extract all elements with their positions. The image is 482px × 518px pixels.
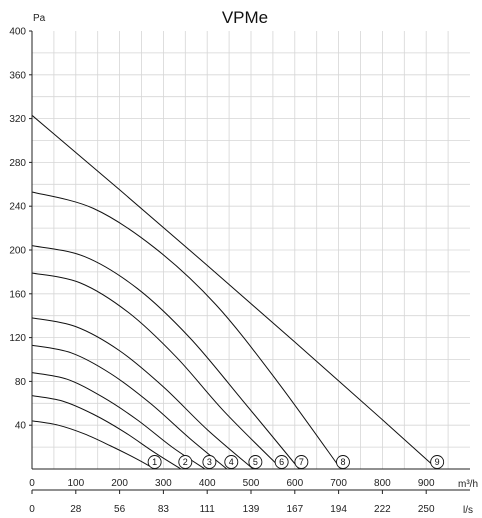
performance-curves (31, 114, 438, 470)
curve-marker-label-6: 6 (279, 457, 284, 467)
x2-tick-label: 111 (200, 504, 216, 515)
x-axis-unit-m3h: m³/h (458, 479, 478, 490)
curve-5 (31, 317, 254, 470)
curve-markers: 1 2 3 4 5 6 7 8 9 (147, 455, 445, 469)
x-tick-label: 400 (199, 478, 216, 489)
curve-marker-label-1: 1 (152, 457, 157, 467)
y-axis-unit: Pa (33, 13, 46, 24)
x-tick-label: 300 (155, 478, 172, 489)
x2-tick-label: 28 (70, 504, 82, 515)
x-tick-label: 100 (67, 478, 84, 489)
curve-2 (31, 395, 182, 470)
y-tick-label: 240 (9, 202, 26, 213)
y-tick-label: 200 (9, 246, 26, 257)
curve-8 (31, 191, 342, 470)
y-tick-label: 360 (9, 70, 26, 81)
curve-marker-label-4: 4 (229, 457, 234, 467)
x2-tick-label: 194 (330, 504, 347, 515)
curve-marker-label-7: 7 (299, 457, 304, 467)
curve-marker-label-8: 8 (340, 457, 345, 467)
y-tick-label: 320 (9, 114, 26, 125)
y-tick-label: 400 (9, 27, 26, 38)
x2-tick-label: 139 (243, 504, 260, 515)
x2-tick-label: 56 (114, 504, 126, 515)
y-tick-label: 280 (9, 158, 26, 169)
curve-6 (31, 272, 283, 470)
x-tick-label: 800 (374, 478, 391, 489)
y-tick-label: 80 (15, 377, 27, 388)
curve-3 (31, 372, 206, 470)
x-tick-label: 600 (286, 478, 303, 489)
x2-tick-label: 167 (286, 504, 303, 515)
x-tick-label: 900 (418, 478, 435, 489)
x-axis-unit-ls: l/s (463, 505, 473, 516)
grid (32, 31, 470, 469)
curve-1 (31, 420, 155, 470)
x-tick-label: 200 (111, 478, 128, 489)
curve-4 (31, 344, 228, 470)
x2-tick-label: 250 (418, 504, 435, 515)
curve-9 (31, 114, 438, 470)
chart-title: VPMe (222, 8, 268, 27)
x2-tick-label: 83 (158, 504, 170, 515)
x2-tick-label: 222 (374, 504, 391, 515)
x-tick-label: 0 (29, 478, 35, 489)
curve-marker-label-3: 3 (207, 457, 212, 467)
x-tick-label: 700 (330, 478, 347, 489)
curve-7 (31, 245, 300, 470)
axes (29, 30, 470, 494)
curve-marker-label-5: 5 (253, 457, 258, 467)
x2-tick-label: 0 (29, 504, 35, 515)
x-tick-label: 500 (243, 478, 260, 489)
curve-marker-label-2: 2 (183, 457, 188, 467)
y-tick-label: 160 (9, 289, 26, 300)
y-tick-label: 120 (9, 333, 26, 344)
curve-marker-label-9: 9 (435, 457, 440, 467)
y-tick-label: 40 (15, 421, 27, 432)
